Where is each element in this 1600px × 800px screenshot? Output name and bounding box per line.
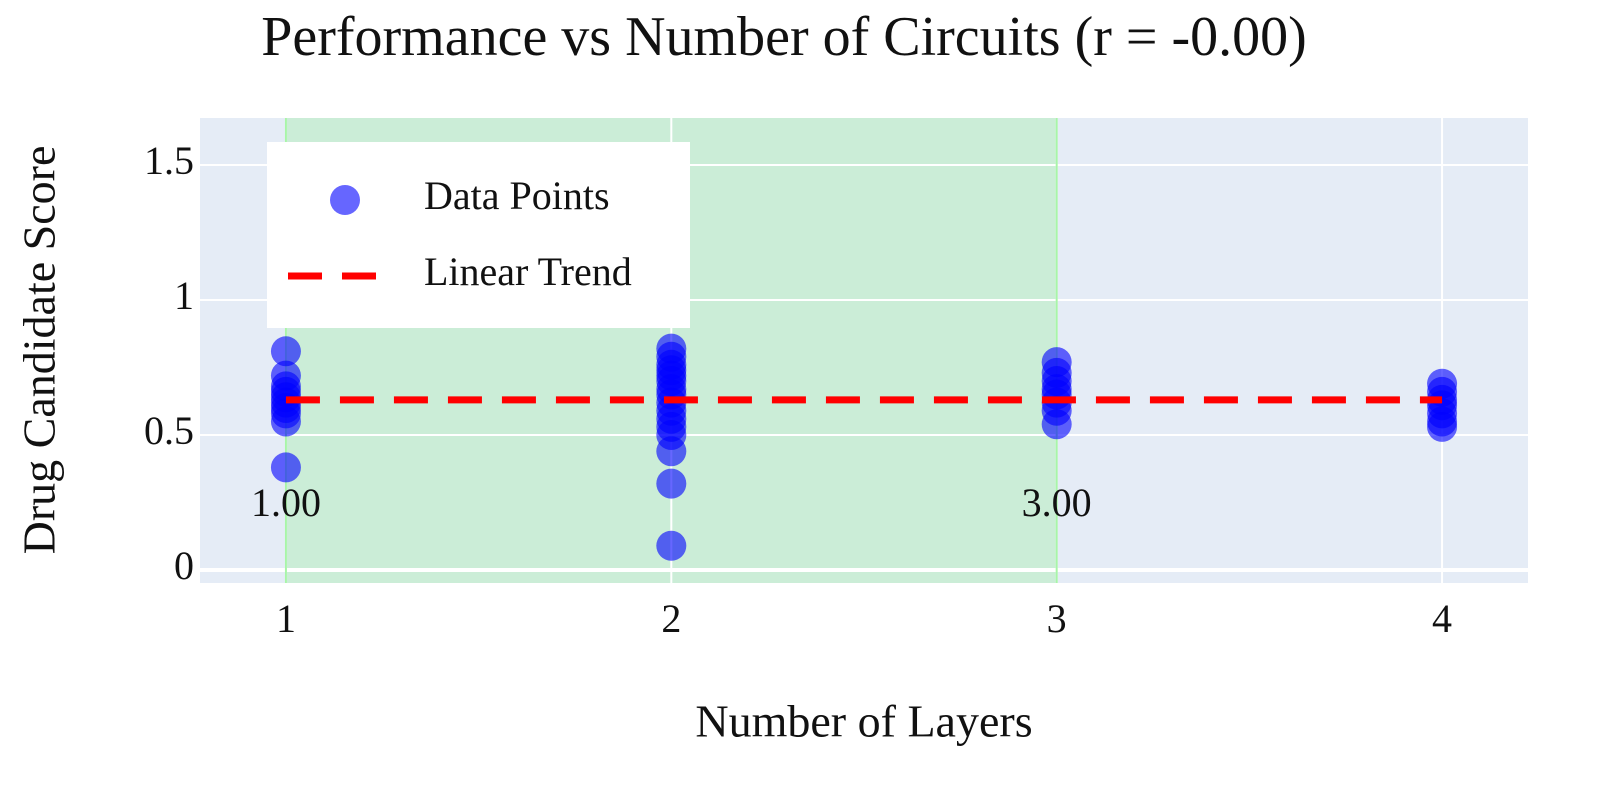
data-point <box>270 452 301 483</box>
x-tick-label: 2 <box>661 596 681 641</box>
x-tick-label: 4 <box>1432 596 1452 641</box>
x-tick-label: 3 <box>1047 596 1067 641</box>
y-axis-title: Drug Candidate Score <box>14 146 65 555</box>
data-point <box>270 336 301 367</box>
data-point <box>1041 409 1072 440</box>
y-tick-label: 1.5 <box>144 138 194 183</box>
y-tick-label: 0 <box>174 543 194 588</box>
y-tick-label: 1 <box>174 273 194 318</box>
vline-label: 1.00 <box>251 480 321 525</box>
x-tick-label: 1 <box>276 596 296 641</box>
chart-title: Performance vs Number of Circuits (r = -… <box>261 6 1307 68</box>
legend-label: Data Points <box>424 173 610 218</box>
x-axis-title: Number of Layers <box>695 696 1032 747</box>
data-point <box>656 530 687 561</box>
data-point <box>656 436 687 467</box>
vline-label: 3.00 <box>1022 480 1092 525</box>
legend-marker <box>330 185 360 215</box>
data-point <box>270 406 301 437</box>
data-point <box>1427 411 1458 442</box>
data-point <box>656 468 687 499</box>
legend-box <box>267 142 690 328</box>
legend-label: Linear Trend <box>424 249 632 294</box>
y-tick-label: 0.5 <box>144 408 194 453</box>
